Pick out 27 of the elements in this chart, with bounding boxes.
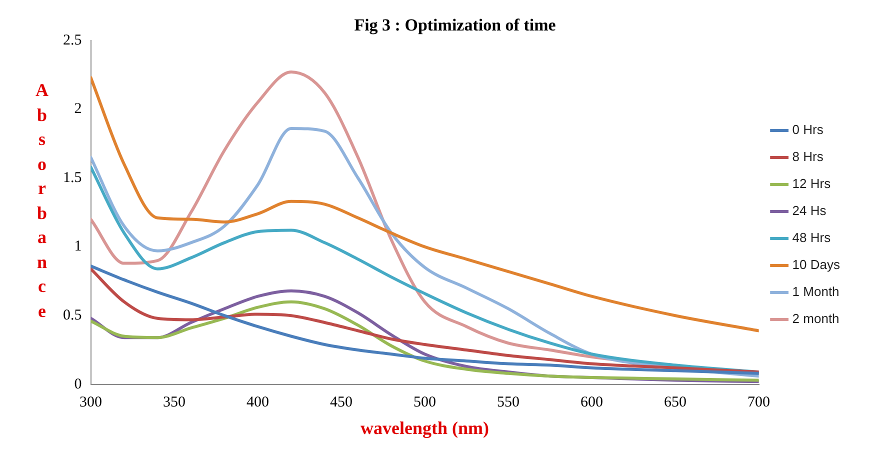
legend-label: 2 month [792,311,840,326]
legend-label: 10 Days [792,257,840,272]
legend-label: 24 Hs [792,203,827,218]
y-tick-label: 2 [74,101,82,118]
chart-title: Fig 3 : Optimization of time [354,16,556,35]
x-tick-label: 350 [163,394,186,410]
x-tick-label: 650 [664,394,687,410]
legend-label: 12 Hrs [792,176,832,192]
x-tick-label: 300 [80,394,102,410]
x-tick-label: 500 [414,394,436,410]
x-tick-label: 700 [748,394,770,410]
x-tick-label: 550 [497,394,520,410]
y-tick-label: 0.5 [63,308,82,324]
x-tick-label: 600 [580,394,604,410]
y-tick-label: 2.5 [63,32,82,48]
legend-label: 48 Hrs [792,230,832,246]
x-tick-label: 400 [246,394,270,410]
y-tick-label: 0 [74,376,82,392]
legend-label: 1 Month [792,284,840,300]
legend-label: 8 Hrs [792,149,824,164]
text: Absorbance [36,80,48,320]
y-tick-label: 1 [74,238,82,255]
x-tick-label: 450 [330,394,353,410]
line-series [90,76,759,332]
x-axis-title: wavelength (nm) [360,418,490,438]
legend-label: 0 Hrs [792,122,824,138]
y-tick-label: 1.5 [63,170,82,186]
